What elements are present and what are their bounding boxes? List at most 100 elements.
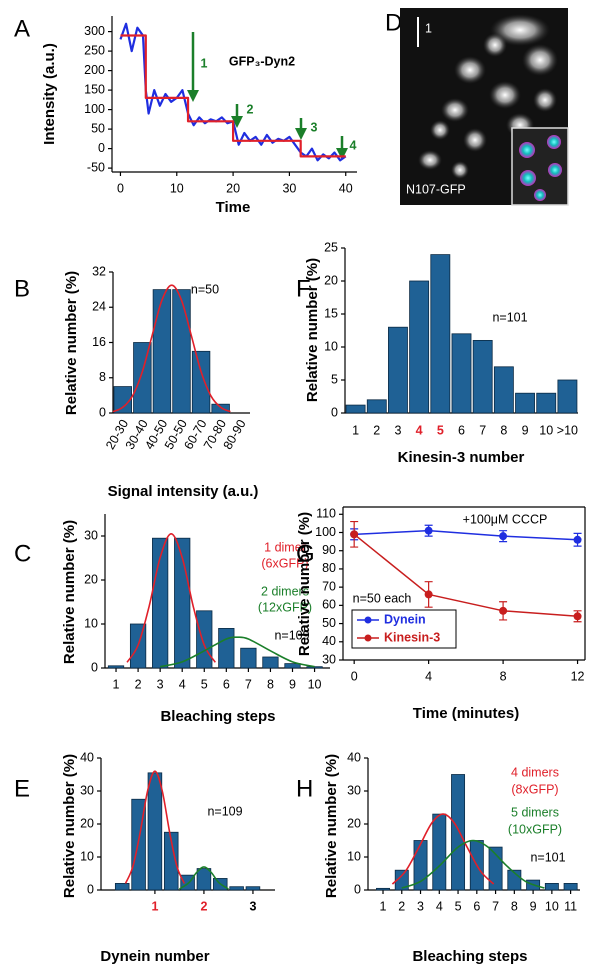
x-tick-label: 10 — [308, 677, 322, 691]
annotation: (6xGFP) — [261, 556, 308, 570]
annotation: 4 — [350, 138, 357, 152]
y-tick-label: 0 — [87, 882, 94, 896]
x-axis-label: Kinesin-3 number — [398, 449, 525, 466]
x-tick-label: 8 — [267, 677, 274, 691]
x-tick-label: 6 — [223, 677, 230, 691]
bar — [152, 289, 172, 414]
bar — [409, 280, 430, 414]
x-tick-label: 1 — [352, 423, 359, 437]
y-tick-label: 0 — [354, 882, 361, 896]
annotation: 1 dimer — [264, 540, 306, 554]
y-tick-label: 20 — [80, 816, 94, 830]
panel-letter: G — [296, 540, 315, 567]
point — [573, 535, 582, 544]
fit-curve — [401, 839, 545, 889]
y-tick-label: 32 — [92, 264, 106, 278]
annotation: n=101 — [492, 310, 527, 324]
x-axis-label: Time — [216, 199, 251, 216]
annotation: n=50 each — [353, 591, 412, 605]
bar — [262, 656, 279, 669]
y-axis-label: Relative number (%) — [304, 258, 321, 402]
annotation: n=109 — [207, 804, 242, 818]
y-tick-label: 8 — [99, 370, 106, 384]
bar — [536, 392, 557, 414]
bar — [451, 774, 466, 891]
x-tick-label: 10 — [170, 181, 184, 195]
y-tick-label: 60 — [322, 598, 336, 612]
x-tick-label: 2 — [200, 899, 207, 913]
y-tick-label: 10 — [84, 616, 98, 630]
bar — [107, 665, 125, 669]
annotation: 5 dimers — [511, 805, 559, 819]
x-tick-label: >10 — [557, 423, 578, 437]
x-tick-label: 5 — [455, 899, 462, 913]
x-tick-label: 4 — [416, 423, 423, 437]
point — [424, 526, 433, 535]
annotation: n=50 — [191, 282, 219, 296]
bar — [229, 886, 244, 891]
annotation: GFP₃-Dyn2 — [229, 54, 295, 68]
x-tick-label: 9 — [530, 899, 537, 913]
annotation: n=109 — [274, 628, 309, 642]
inset-spots — [519, 135, 562, 201]
bar — [451, 333, 472, 414]
x-tick-label: 10 — [545, 899, 559, 913]
y-tick-label: 20 — [347, 816, 361, 830]
point — [424, 590, 433, 599]
x-tick-label: 7 — [245, 677, 252, 691]
y-tick-label: 10 — [80, 849, 94, 863]
x-tick-label: 4 — [425, 669, 432, 683]
legend-label: Dynein — [384, 612, 426, 626]
point — [499, 532, 508, 541]
panel-letter: E — [14, 775, 30, 802]
bar — [413, 840, 428, 891]
x-tick-label: 2 — [135, 677, 142, 691]
bar — [432, 813, 447, 891]
x-tick-label: 20 — [226, 181, 240, 195]
x-tick-label: 1 — [113, 677, 120, 691]
fit-curve — [159, 636, 315, 668]
y-tick-label: 15 — [324, 306, 338, 320]
bar — [306, 666, 323, 669]
x-tick-label: 7 — [492, 899, 499, 913]
x-axis-label: Time (minutes) — [413, 705, 519, 722]
x-tick-label: 2 — [373, 423, 380, 437]
y-tick-label: 200 — [84, 63, 105, 77]
x-tick-label: 3 — [394, 423, 401, 437]
x-tick-label: 8 — [500, 423, 507, 437]
bar — [218, 628, 235, 669]
scale-label: 1 — [425, 21, 432, 35]
x-tick-label: 4 — [436, 899, 443, 913]
point — [350, 530, 359, 539]
x-tick-label: 1 — [151, 899, 158, 913]
bar — [345, 404, 366, 414]
y-tick-label: 0 — [91, 660, 98, 674]
bar — [544, 883, 559, 891]
y-axis-label: Intensity (a.u.) — [41, 43, 58, 145]
x-tick-label: 30 — [282, 181, 296, 195]
bar — [191, 350, 211, 414]
x-axis-label: Bleaching steps — [412, 948, 527, 965]
fit-curve — [391, 813, 495, 885]
y-axis-label: Relative number (%) — [61, 754, 78, 898]
y-tick-label: 100 — [84, 102, 105, 116]
bar — [245, 886, 261, 891]
bar — [163, 831, 179, 891]
x-tick-label: 10 — [539, 423, 553, 437]
annotation: (8xGFP) — [511, 782, 558, 796]
x-axis-label: Bleaching steps — [160, 708, 275, 725]
panel-letter: A — [14, 15, 30, 42]
panel-letter: H — [296, 775, 313, 802]
y-tick-label: 30 — [347, 783, 361, 797]
panel-letter: C — [14, 540, 31, 567]
x-tick-label: 5 — [437, 423, 444, 437]
x-tick-label: 40 — [339, 181, 353, 195]
bar — [515, 392, 535, 414]
line — [120, 34, 346, 158]
chart: C Relative number (%) Bleaching steps 0 10 20… — [14, 514, 330, 725]
point — [499, 606, 508, 615]
x-tick-label: 6 — [458, 423, 465, 437]
